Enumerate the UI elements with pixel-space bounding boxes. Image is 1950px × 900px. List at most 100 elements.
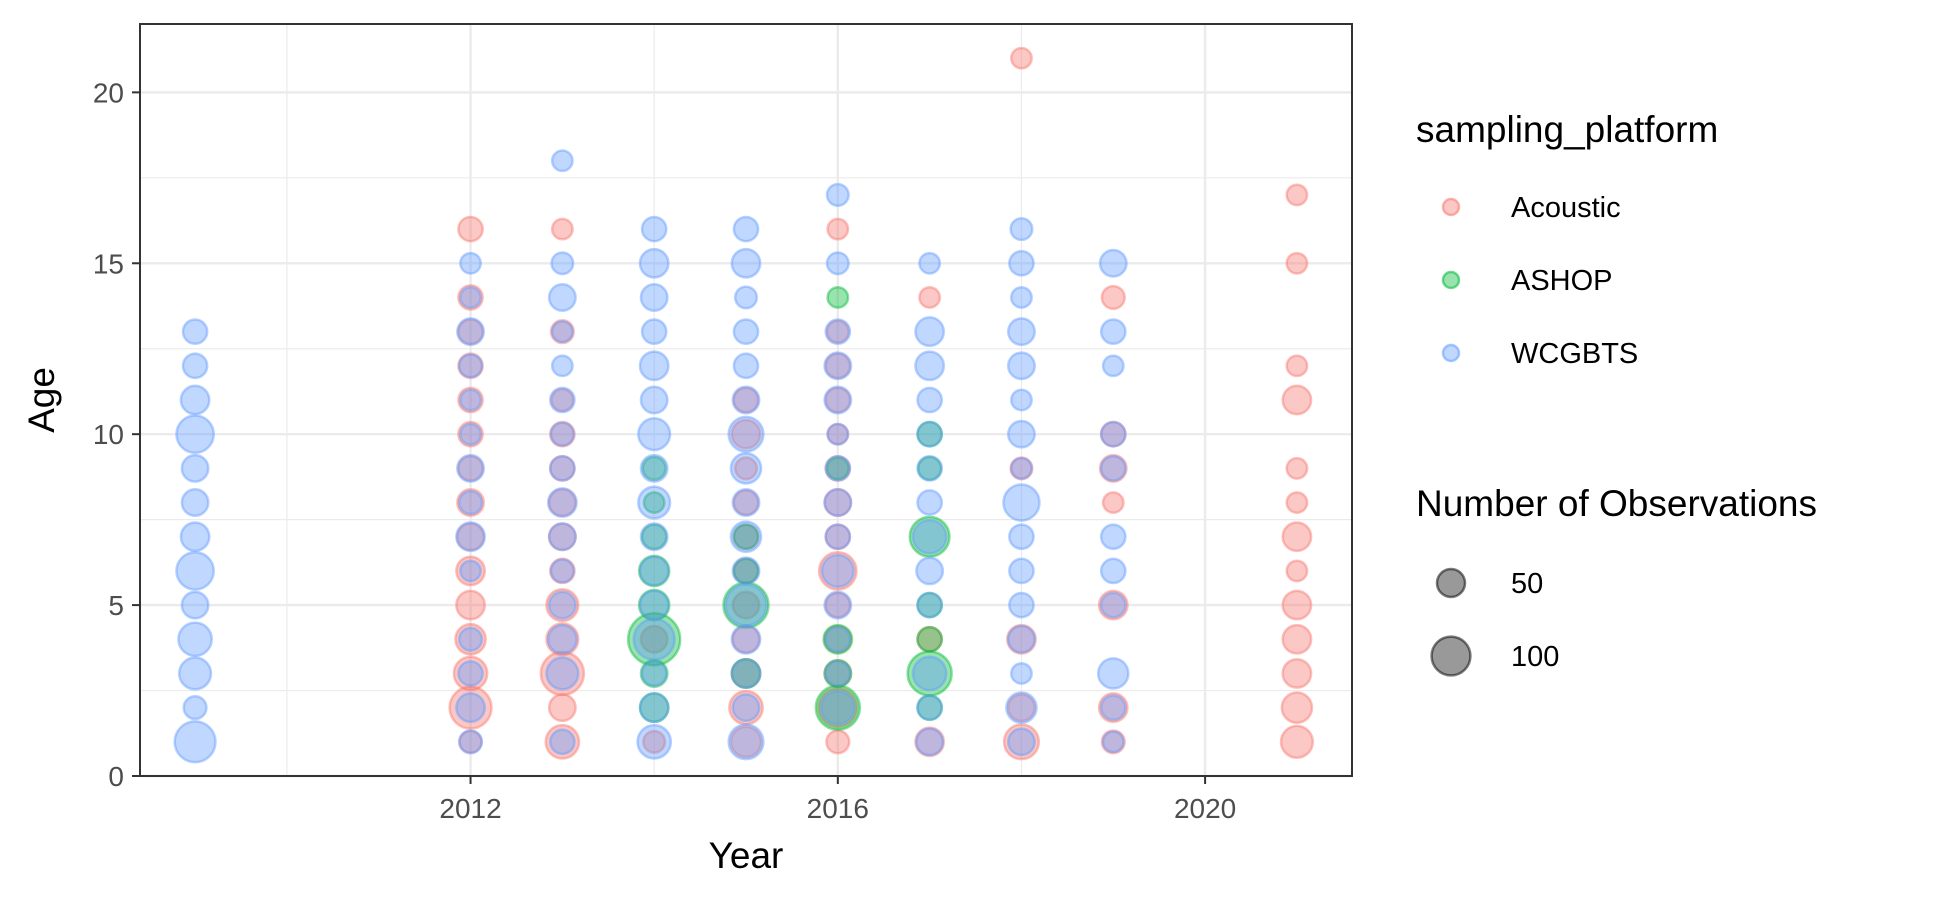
data-point xyxy=(545,587,580,623)
data-point xyxy=(548,420,576,448)
data-point xyxy=(1008,557,1035,585)
data-point xyxy=(820,553,855,589)
data-point xyxy=(455,692,487,724)
data-point xyxy=(914,350,946,382)
data-point xyxy=(1005,623,1037,655)
y-tick-label: 10 xyxy=(93,419,124,450)
data-point xyxy=(1099,523,1127,551)
data-point xyxy=(547,693,577,723)
series-ashop xyxy=(626,285,953,731)
series-acoustic xyxy=(448,46,1315,761)
data-point xyxy=(547,488,577,518)
data-point xyxy=(549,421,575,447)
data-point xyxy=(638,350,670,382)
data-point xyxy=(626,612,682,667)
data-points xyxy=(173,46,1315,764)
axis-ticks: 2012 2016 2020 0 5 10 15 20 xyxy=(93,77,1236,824)
data-point xyxy=(637,554,671,588)
data-point xyxy=(731,624,761,654)
data-point xyxy=(1006,624,1036,654)
data-point xyxy=(175,414,216,455)
data-point xyxy=(915,556,945,586)
data-point xyxy=(727,415,765,453)
data-point xyxy=(823,658,853,688)
data-point xyxy=(642,491,666,515)
data-point xyxy=(732,523,760,551)
data-point xyxy=(455,589,487,621)
data-point xyxy=(548,557,576,585)
data-point xyxy=(638,555,670,587)
data-point xyxy=(732,557,760,585)
data-point xyxy=(730,623,762,655)
data-point xyxy=(457,489,484,516)
data-point xyxy=(455,555,487,587)
data-point xyxy=(729,452,763,485)
data-point xyxy=(459,251,483,275)
y-tick-label: 0 xyxy=(108,761,124,792)
data-point xyxy=(1100,729,1126,755)
data-point xyxy=(457,352,484,380)
data-point xyxy=(823,624,853,654)
data-point xyxy=(1099,454,1127,482)
data-point xyxy=(1099,318,1127,346)
data-point xyxy=(822,623,854,655)
data-point xyxy=(550,354,574,378)
color-legend-title: sampling_platform xyxy=(1416,109,1718,150)
data-point xyxy=(456,453,486,483)
data-point xyxy=(639,453,669,483)
data-point xyxy=(908,515,951,558)
data-point xyxy=(457,420,484,448)
data-point xyxy=(918,285,942,309)
data-point xyxy=(636,723,673,760)
data-point xyxy=(1006,727,1036,757)
data-point xyxy=(824,591,852,619)
data-point xyxy=(823,488,853,518)
data-point xyxy=(732,215,760,243)
data-point xyxy=(729,725,763,759)
data-point xyxy=(638,589,670,621)
data-point xyxy=(915,727,945,757)
data-point xyxy=(179,521,211,553)
data-point xyxy=(916,694,944,722)
data-point xyxy=(1099,420,1127,448)
data-point xyxy=(639,385,669,415)
y-tick-label: 20 xyxy=(93,77,124,108)
data-point xyxy=(548,454,576,482)
y-tick-label: 15 xyxy=(93,248,124,279)
data-point xyxy=(911,518,948,555)
data-point xyxy=(638,692,670,724)
data-point xyxy=(457,318,484,346)
data-point xyxy=(1006,693,1036,723)
data-point xyxy=(1008,249,1035,277)
data-point xyxy=(732,318,760,346)
data-point xyxy=(733,285,759,310)
data-point xyxy=(457,454,484,482)
data-point xyxy=(1099,557,1127,585)
data-point xyxy=(550,217,574,241)
data-point xyxy=(1279,724,1315,759)
data-point xyxy=(1281,657,1313,689)
data-point xyxy=(550,320,574,344)
data-point xyxy=(1099,591,1127,619)
data-point xyxy=(823,658,853,688)
data-point xyxy=(640,660,668,687)
data-point xyxy=(180,590,210,620)
data-point xyxy=(826,422,850,446)
data-point xyxy=(1098,248,1128,278)
data-point xyxy=(1006,419,1036,449)
data-point xyxy=(916,386,944,414)
data-point xyxy=(458,729,483,754)
data-point xyxy=(454,622,487,656)
data-point xyxy=(916,694,944,722)
data-point xyxy=(550,387,575,413)
data-point xyxy=(1006,317,1036,347)
x-tick-label: 2016 xyxy=(807,793,869,824)
data-point xyxy=(456,522,486,552)
data-point xyxy=(637,485,672,520)
data-point xyxy=(545,656,580,691)
data-point xyxy=(731,693,761,723)
data-point xyxy=(639,658,669,688)
data-point xyxy=(640,215,668,243)
data-point xyxy=(1097,692,1129,724)
data-point xyxy=(548,386,576,414)
